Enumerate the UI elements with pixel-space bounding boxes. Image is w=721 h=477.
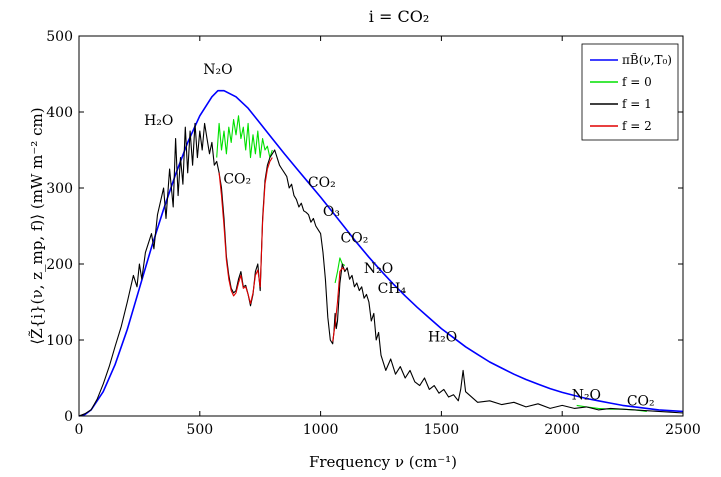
y-tick-label: 500 [46, 29, 73, 45]
legend-label: f = 1 [622, 97, 652, 111]
x-axis-label: Frequency ν (cm⁻¹) [309, 453, 457, 471]
annotation-label: N₂O [364, 261, 393, 277]
legend-items: πB̃(ν,T₀) f = 0 f = 1 f = 2 [590, 52, 672, 133]
x-axis: 0 500 1000 1500 2000 2500 [75, 36, 701, 438]
x-tick-label: 2000 [544, 422, 580, 438]
series-line-1 [216, 115, 273, 159]
y-tick-label: 400 [46, 105, 73, 121]
x-tick-label: 1500 [424, 422, 460, 438]
chart-title: i = CO₂ [369, 7, 429, 26]
series-line-3-seg1 [332, 267, 346, 342]
annotation-label: CO₂ [627, 393, 655, 409]
legend: πB̃(ν,T₀) f = 0 f = 1 f = 2 [581, 43, 679, 141]
legend-label: πB̃(ν,T₀) [622, 52, 672, 67]
x-tick-label: 1000 [303, 422, 339, 438]
annotation-label: N₂O [203, 62, 232, 78]
legend-label: f = 2 [622, 119, 652, 133]
series-layer [78, 89, 684, 417]
y-tick-label: 300 [46, 181, 73, 197]
series-line-1-seg1 [334, 257, 346, 284]
y-tick-label: 100 [46, 333, 73, 349]
annotation-label: N₂O [572, 387, 601, 403]
series-line-3 [218, 157, 273, 305]
annotation-label: CO₂ [223, 171, 251, 187]
annotation-label: H₂O [144, 113, 173, 129]
annotation-label: H₂O [428, 330, 457, 346]
x-tick-label: 500 [186, 422, 213, 438]
y-axis: 0 100 200 300 400 500 [46, 29, 683, 425]
annotation-label: CO₂ [308, 175, 336, 191]
y-axis-label: ⟨Z̃{i}(ν, z_mp, f)⟩ (mW m⁻² cm) [28, 107, 46, 344]
annotation-label: CH₄ [378, 281, 407, 297]
annotation-label: CO₂ [341, 231, 369, 247]
series-line-2 [78, 122, 684, 417]
y-tick-label: 200 [46, 257, 73, 273]
annotation-label: O₃ [323, 204, 340, 220]
x-tick-label: 0 [75, 422, 84, 438]
x-tick-label: 2500 [665, 422, 701, 438]
y-tick-label: 0 [64, 409, 73, 425]
legend-label: f = 0 [622, 75, 652, 89]
